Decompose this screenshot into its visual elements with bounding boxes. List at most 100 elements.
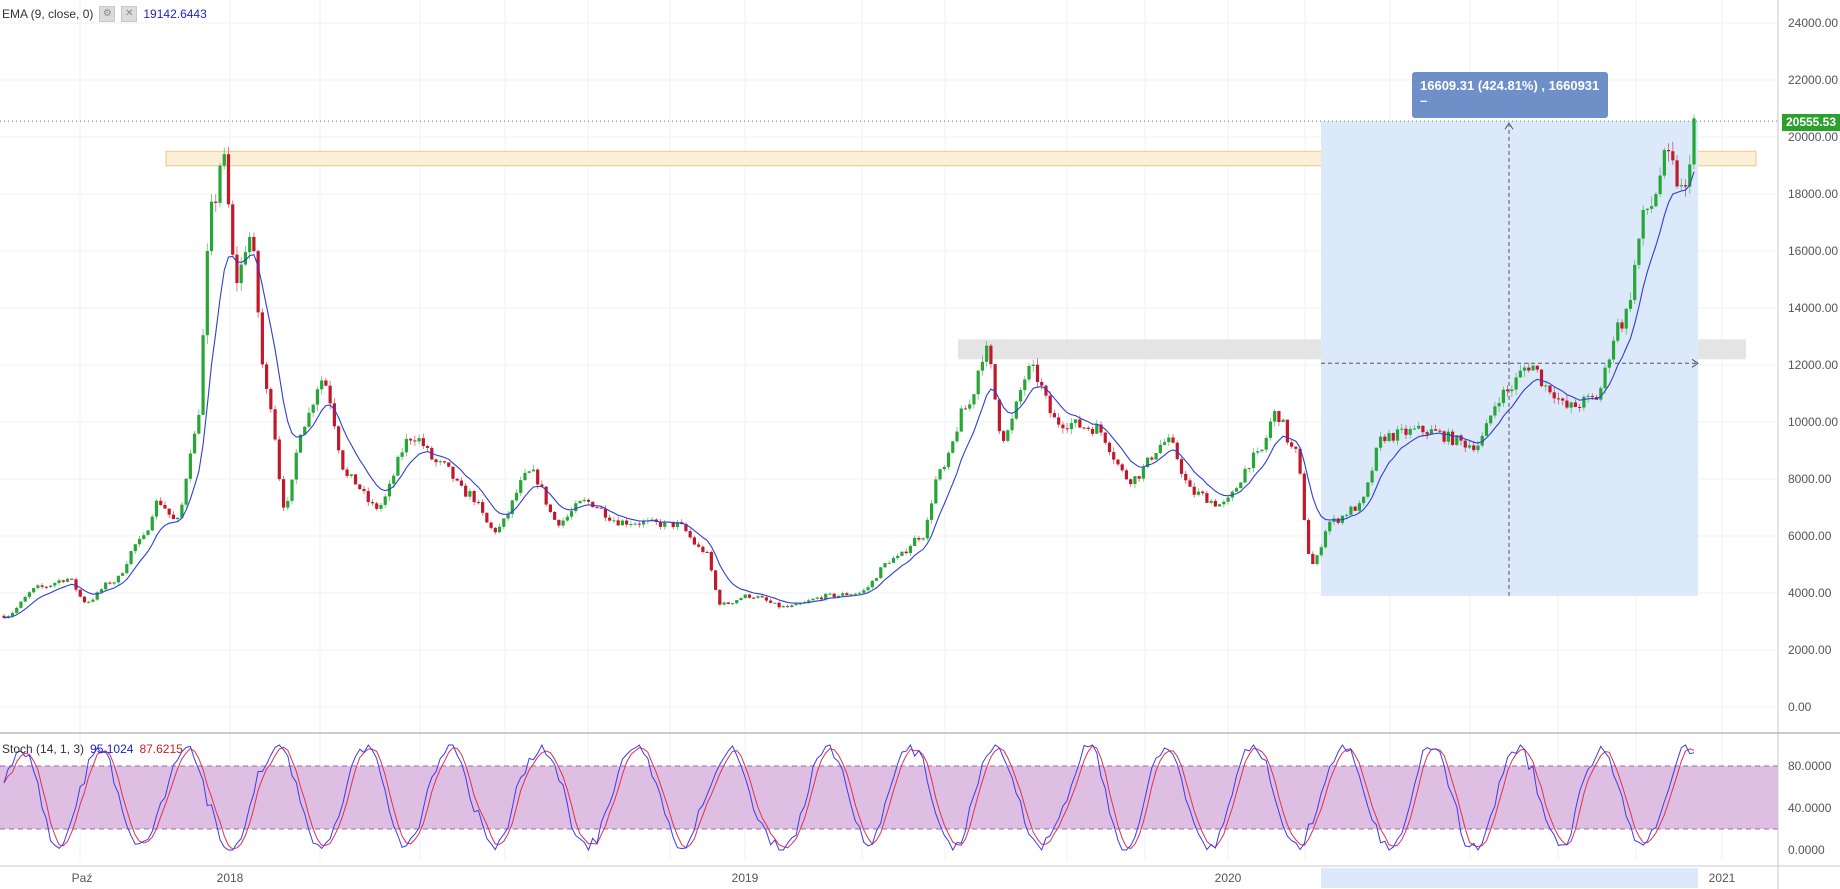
stoch-legend: Stoch (14, 1, 3) 95.1024 87.6215 bbox=[2, 742, 183, 756]
candle-body bbox=[315, 389, 320, 405]
candle-body bbox=[891, 558, 896, 563]
candle-body bbox=[1264, 437, 1268, 450]
candle-body bbox=[1616, 322, 1620, 341]
candle-body bbox=[70, 578, 74, 580]
candle-body bbox=[91, 599, 95, 602]
candle-body bbox=[777, 602, 781, 608]
candle-body bbox=[1463, 440, 1467, 448]
candle-body bbox=[400, 452, 404, 457]
candle-body bbox=[205, 251, 209, 336]
candle-body bbox=[824, 593, 828, 600]
candle-body bbox=[963, 408, 968, 410]
candle-body bbox=[48, 585, 53, 588]
candle-body bbox=[1531, 365, 1535, 371]
candle-body bbox=[269, 388, 273, 410]
candle-body bbox=[1345, 514, 1349, 516]
candle-body bbox=[925, 519, 929, 539]
candle-body bbox=[425, 446, 430, 448]
close-icon[interactable]: ✕ bbox=[121, 6, 138, 22]
candle-body bbox=[459, 480, 464, 486]
candle-body bbox=[137, 538, 142, 545]
candle-body bbox=[281, 479, 286, 508]
candle-body bbox=[599, 507, 603, 509]
candle-body bbox=[209, 201, 214, 252]
candle-body bbox=[1027, 366, 1031, 380]
candle-body bbox=[78, 589, 82, 597]
candle-body bbox=[989, 345, 993, 365]
stoch-d-line bbox=[3, 745, 1695, 850]
x-tick-label: 2021 bbox=[1709, 871, 1736, 885]
candle-body bbox=[841, 593, 845, 596]
candle-body bbox=[125, 564, 129, 574]
measure-x-range bbox=[1321, 868, 1698, 888]
stoch-y-tick-label: 0.0000 bbox=[1788, 843, 1825, 857]
candle-body bbox=[773, 602, 777, 604]
candle-body bbox=[468, 491, 472, 497]
candle-body bbox=[1641, 209, 1645, 239]
candle-body bbox=[1493, 406, 1497, 416]
candle-body bbox=[1582, 396, 1586, 408]
candle-body bbox=[1633, 264, 1637, 300]
candle-body bbox=[154, 500, 159, 517]
candle-body bbox=[159, 500, 163, 505]
candle-body bbox=[65, 578, 70, 582]
candle-body bbox=[1408, 428, 1412, 435]
candle-body bbox=[1514, 377, 1518, 390]
candle-body bbox=[951, 441, 955, 453]
candle-body bbox=[193, 433, 197, 454]
candle-body bbox=[781, 606, 785, 608]
candle-body bbox=[544, 486, 548, 505]
candle-body bbox=[146, 530, 150, 536]
candle-body bbox=[1624, 308, 1628, 329]
candle-body bbox=[857, 592, 862, 594]
candle-body bbox=[1434, 429, 1438, 431]
candle-body bbox=[129, 551, 133, 565]
candle-body bbox=[591, 501, 595, 508]
candle-body bbox=[536, 469, 540, 485]
candle-body bbox=[1048, 395, 1052, 414]
candle-body bbox=[862, 590, 866, 593]
candle-body bbox=[798, 603, 802, 605]
candle-body bbox=[972, 394, 976, 405]
candle-body bbox=[1247, 468, 1251, 470]
candle-body bbox=[1548, 385, 1552, 393]
candle-body bbox=[396, 456, 400, 476]
candle-body bbox=[1476, 445, 1480, 451]
candle-body bbox=[409, 438, 413, 441]
candle-body bbox=[222, 154, 226, 166]
candle-body bbox=[116, 575, 120, 583]
candle-body bbox=[235, 254, 239, 284]
candle-body bbox=[514, 492, 519, 501]
candle-body bbox=[1311, 553, 1315, 565]
candle-body bbox=[1544, 385, 1548, 387]
candle-body bbox=[252, 236, 256, 252]
candle-body bbox=[2, 615, 6, 618]
candle-body bbox=[1518, 370, 1522, 378]
candle-body bbox=[1569, 402, 1573, 408]
gear-icon[interactable]: ⚙ bbox=[99, 6, 116, 22]
candle-body bbox=[523, 472, 527, 481]
candle-body bbox=[311, 404, 315, 413]
candle-body bbox=[1370, 470, 1374, 483]
candle-body bbox=[375, 503, 379, 509]
candle-body bbox=[87, 601, 91, 603]
measure-tooltip: 16609.31 (424.81%) , 1660931 – bbox=[1412, 72, 1608, 118]
candle-body bbox=[163, 504, 167, 509]
candle-body bbox=[1201, 491, 1205, 494]
candle-body bbox=[832, 593, 836, 598]
candle-body bbox=[1044, 385, 1048, 396]
candle-body bbox=[985, 345, 989, 362]
candle-body bbox=[1069, 423, 1073, 430]
candle-body bbox=[10, 612, 15, 617]
candle-body bbox=[1400, 428, 1404, 430]
candle-body bbox=[1146, 457, 1150, 467]
y-tick-label: 18000.00 bbox=[1788, 187, 1838, 201]
candle-body bbox=[697, 544, 701, 547]
candle-body bbox=[1239, 482, 1243, 489]
candle-body bbox=[1506, 389, 1510, 392]
candle-body bbox=[1522, 367, 1527, 371]
candle-body bbox=[286, 500, 290, 508]
candle-body bbox=[1387, 433, 1391, 441]
candle-body bbox=[527, 471, 531, 473]
